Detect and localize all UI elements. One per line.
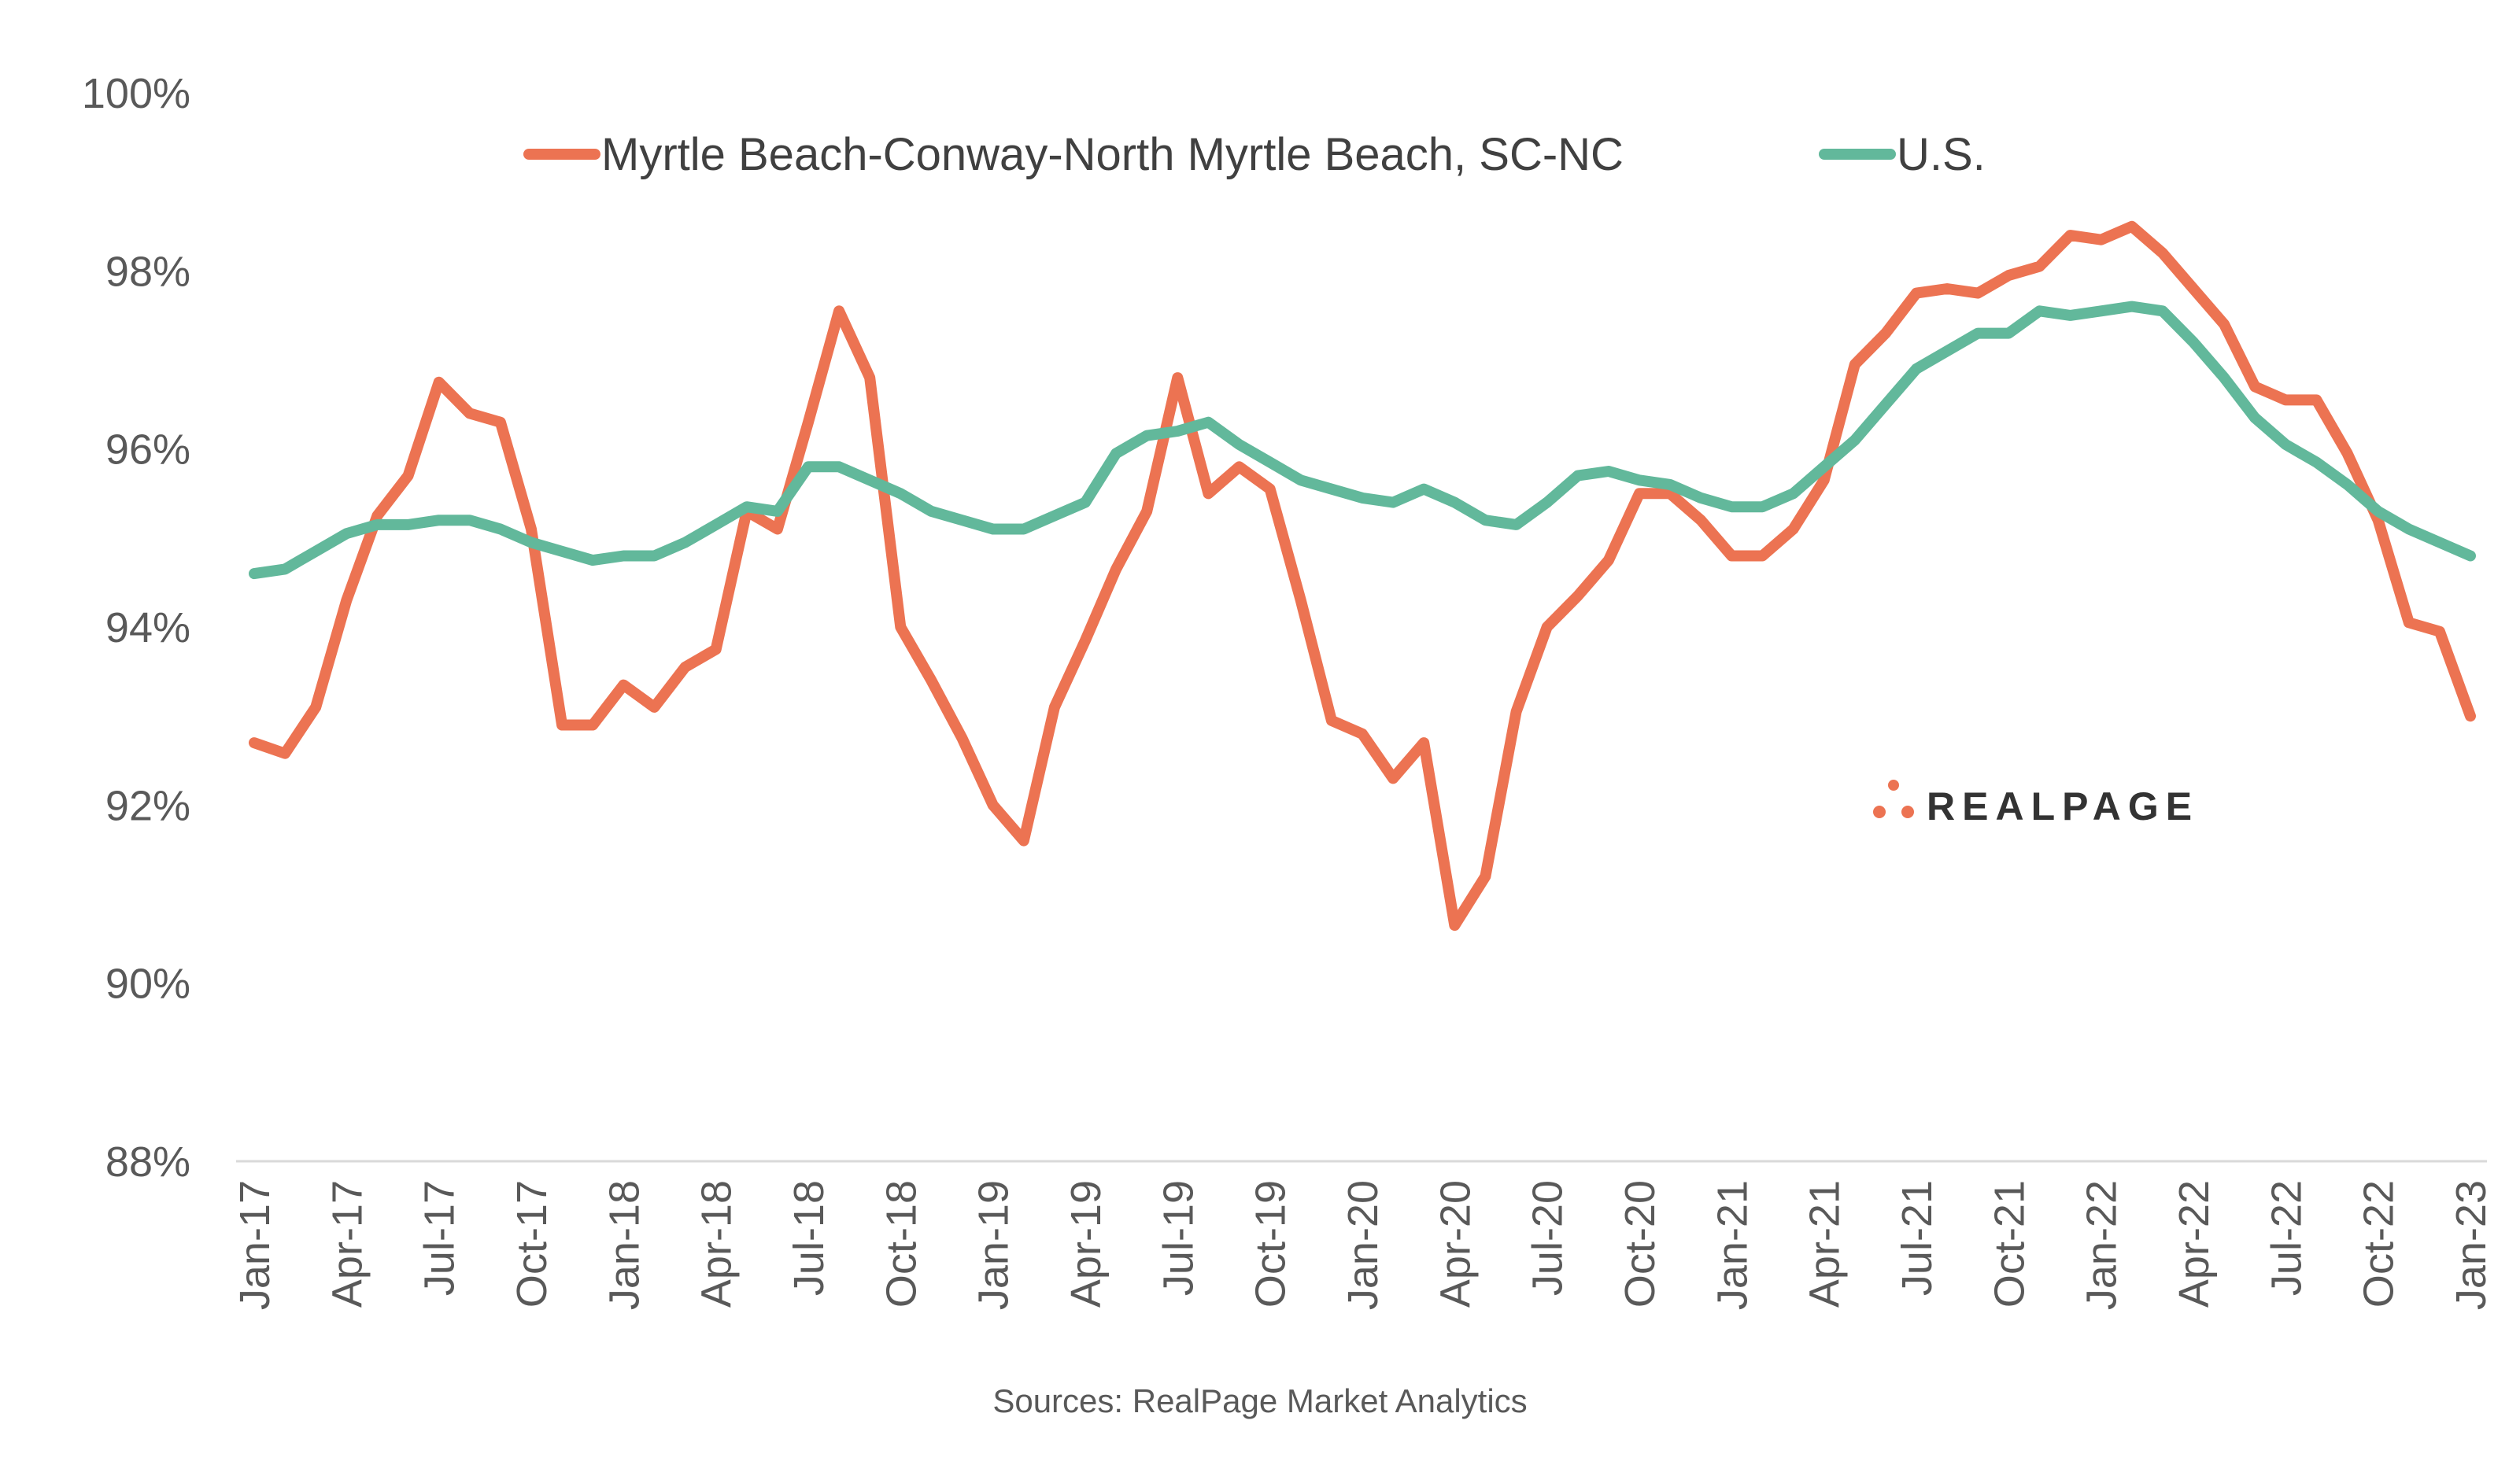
x-tick-label: Jul-17 [416, 1180, 464, 1296]
x-tick-label: Apr-20 [1432, 1180, 1479, 1308]
x-tick-label: Oct-20 [1617, 1180, 1664, 1308]
x-tick-label: Apr-18 [693, 1180, 741, 1308]
x-tick-label: Jul-22 [2263, 1180, 2310, 1296]
x-tick-label: Jan-19 [970, 1180, 1018, 1310]
x-axis: Jan-17 Apr-17 Jul-17 Oct-17 Jan-18 Apr-18 Jul-… [231, 1180, 2495, 1310]
x-tick-label: Jan-18 [600, 1180, 648, 1310]
y-axis: 88% 90% 92% 94% 96% 98% 100% [82, 70, 190, 1186]
y-tick-label: 90% [105, 961, 190, 1008]
y-tick-label: 94% [105, 604, 190, 651]
x-tick-label: Jul-19 [1155, 1180, 1202, 1296]
x-tick-label: Oct-19 [1247, 1180, 1295, 1308]
series-line-us [249, 301, 2476, 580]
x-tick-label: Apr-19 [1062, 1180, 1110, 1308]
logo-text: REALPAGE [1927, 784, 2199, 828]
y-tick-label: 100% [82, 70, 190, 117]
legend-label-us: U.S. [1897, 129, 1986, 180]
x-tick-label: Oct-18 [878, 1180, 925, 1308]
x-tick-label: Jan-21 [1709, 1180, 1756, 1310]
x-tick-label: Apr-21 [1801, 1180, 1849, 1308]
y-tick-label: 88% [105, 1138, 190, 1186]
x-tick-label: Oct-17 [508, 1180, 556, 1308]
x-tick-label: Oct-21 [1986, 1180, 2033, 1308]
x-tick-label: Jan-23 [2448, 1180, 2495, 1310]
y-tick-label: 98% [105, 248, 190, 295]
x-tick-label: Apr-17 [323, 1180, 371, 1308]
realpage-logo: REALPAGE [1873, 780, 2199, 828]
x-tick-label: Jul-18 [785, 1180, 833, 1296]
logo-dot-icon [1901, 806, 1914, 818]
x-tick-label: Jul-21 [1894, 1180, 1941, 1296]
logo-dot-icon [1888, 780, 1899, 791]
legend: Myrtle Beach-Conway-North Myrtle Beach, … [523, 129, 1986, 180]
source-note: Sources: RealPage Market Analytics [992, 1382, 1527, 1419]
x-tick-label: Jan-22 [2078, 1180, 2126, 1310]
x-tick-label: Apr-22 [2171, 1180, 2218, 1308]
x-tick-label: Jul-20 [1524, 1180, 1572, 1296]
x-tick-label: Jan-17 [231, 1180, 279, 1310]
logo-dot-icon [1873, 806, 1886, 818]
series-lines [249, 220, 2476, 932]
x-tick-label: Oct-22 [2356, 1180, 2403, 1308]
legend-label-myrtle-beach: Myrtle Beach-Conway-North Myrtle Beach, … [601, 129, 1624, 180]
y-tick-label: 92% [105, 782, 190, 829]
x-tick-label: Jan-20 [1339, 1180, 1387, 1310]
y-tick-label: 96% [105, 426, 190, 474]
